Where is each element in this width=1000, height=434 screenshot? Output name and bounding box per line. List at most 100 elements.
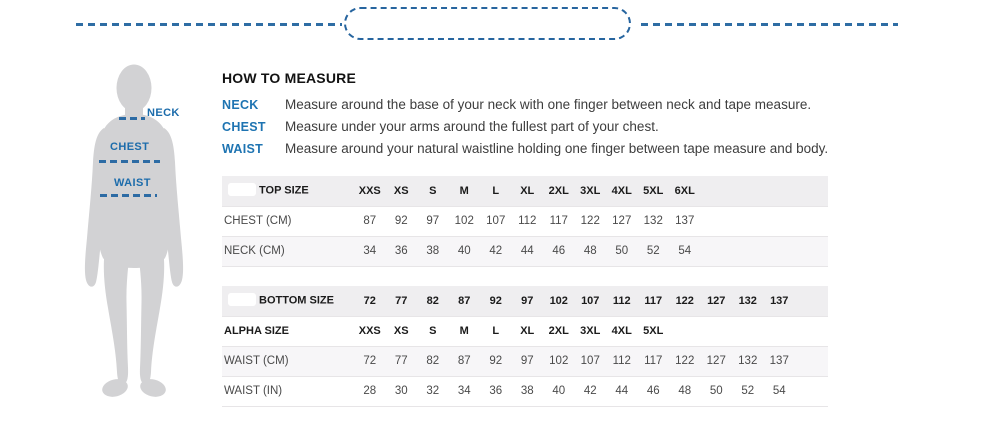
size-value: 117 xyxy=(637,346,669,377)
dashed-divider-left xyxy=(76,23,342,26)
size-value: 72 xyxy=(354,346,386,377)
column-header: 4XL xyxy=(606,176,638,207)
size-value: 46 xyxy=(543,236,575,267)
size-value: XL xyxy=(511,316,543,347)
size-value: 92 xyxy=(385,206,417,237)
bottom-size-table: BOTTOM SIZE 72 77 82 87 92 97 102 107 112 117 122 12… xyxy=(222,286,828,407)
neck-measure-line xyxy=(119,117,145,120)
size-value xyxy=(732,206,764,237)
column-header: 3XL xyxy=(574,176,606,207)
table-row: CHEST (CM) 87 92 97 102 107 112 117 122 127 132 137 xyxy=(222,206,828,237)
row-label: WAIST (IN) xyxy=(222,376,354,407)
column-header: 132 xyxy=(732,286,764,317)
size-value: 30 xyxy=(385,376,417,407)
size-value: 107 xyxy=(574,346,606,377)
spacer-cell xyxy=(795,286,828,317)
instruction-label: WAIST xyxy=(222,142,264,156)
size-value: 122 xyxy=(669,346,701,377)
instruction-waist: WAIST Measure around your natural waistl… xyxy=(222,138,922,160)
size-value: 137 xyxy=(669,206,701,237)
column-header: 117 xyxy=(637,286,669,317)
size-value: 3XL xyxy=(574,316,606,347)
table-row: WAIST (IN) 28 30 32 34 36 38 40 42 44 46 48 50 52 54 xyxy=(222,376,828,407)
table-row: ALPHA SIZE XXS XS S M L XL 2XL 3XL 4XL 5XL xyxy=(222,316,828,347)
table-row: NECK (CM) 34 36 38 40 42 44 46 48 50 52 54 xyxy=(222,236,828,267)
column-header: 72 xyxy=(354,286,386,317)
column-header: XXS xyxy=(354,176,386,207)
row-label: CHEST (CM) xyxy=(222,206,354,237)
column-header: 82 xyxy=(417,286,449,317)
instruction-neck: NECK Measure around the base of your nec… xyxy=(222,94,922,116)
size-value: 97 xyxy=(511,346,543,377)
size-value: 97 xyxy=(417,206,449,237)
body-silhouette xyxy=(66,62,202,402)
top-size-table: TOP SIZE XXS XS S M L XL 2XL 3XL 4XL 5XL 6XL CHEST (… xyxy=(222,176,828,267)
table-title-cell: TOP SIZE xyxy=(222,176,354,207)
table-row: WAIST (CM) 72 77 82 87 92 97 102 107 112 117 122 127… xyxy=(222,346,828,377)
size-value: XS xyxy=(385,316,417,347)
size-value: 127 xyxy=(606,206,638,237)
size-value: 34 xyxy=(354,236,386,267)
table-header-row: TOP SIZE XXS XS S M L XL 2XL 3XL 4XL 5XL 6XL xyxy=(222,176,828,207)
table-title: TOP SIZE xyxy=(259,184,309,197)
size-value: 107 xyxy=(480,206,512,237)
size-value: 38 xyxy=(511,376,543,407)
size-value: 48 xyxy=(669,376,701,407)
instruction-label: CHEST xyxy=(222,120,266,134)
size-value: 112 xyxy=(511,206,543,237)
logo-placeholder xyxy=(228,183,256,197)
body-silhouette-graphic xyxy=(84,64,184,397)
column-header: 107 xyxy=(574,286,606,317)
size-value: 46 xyxy=(637,376,669,407)
spacer-cell xyxy=(795,176,828,207)
size-value: 77 xyxy=(385,346,417,377)
size-value: 32 xyxy=(417,376,449,407)
section-title: HOW TO MEASURE xyxy=(222,70,356,86)
size-value: 36 xyxy=(385,236,417,267)
column-header: XS xyxy=(385,176,417,207)
table-title-cell: BOTTOM SIZE xyxy=(222,286,354,317)
size-value: 34 xyxy=(448,376,480,407)
size-value xyxy=(669,316,701,347)
column-header: 6XL xyxy=(669,176,701,207)
size-value: 87 xyxy=(354,206,386,237)
column-header: 112 xyxy=(606,286,638,317)
how-to-measure-section: HOW TO MEASURE NECK Measure around the b… xyxy=(222,70,922,160)
size-value: 127 xyxy=(700,346,732,377)
size-value: 54 xyxy=(763,376,795,407)
column-header: 127 xyxy=(700,286,732,317)
size-value: 122 xyxy=(574,206,606,237)
instruction-chest: CHEST Measure under your arms around the… xyxy=(222,116,922,138)
column-header: 5XL xyxy=(637,176,669,207)
column-header xyxy=(763,176,795,207)
column-header xyxy=(732,176,764,207)
column-header: 122 xyxy=(669,286,701,317)
column-header: 92 xyxy=(480,286,512,317)
size-value: 52 xyxy=(732,376,764,407)
size-value: 36 xyxy=(480,376,512,407)
size-value: 50 xyxy=(606,236,638,267)
size-value: 117 xyxy=(543,206,575,237)
size-value: 40 xyxy=(448,236,480,267)
size-value: XXS xyxy=(354,316,386,347)
size-value: 5XL xyxy=(637,316,669,347)
spacer-cell xyxy=(795,316,828,347)
size-value xyxy=(700,206,732,237)
size-value: 132 xyxy=(637,206,669,237)
size-value: 137 xyxy=(763,346,795,377)
instruction-label: NECK xyxy=(222,98,259,112)
column-header: 2XL xyxy=(543,176,575,207)
column-header: XL xyxy=(511,176,543,207)
dashed-pill-outline xyxy=(344,7,631,40)
figure-neck-label: NECK xyxy=(147,107,180,119)
size-value xyxy=(763,206,795,237)
spacer-cell xyxy=(795,206,828,237)
figure-waist-label: WAIST xyxy=(114,177,151,189)
column-header: S xyxy=(417,176,449,207)
column-header: 87 xyxy=(448,286,480,317)
waist-measure-line xyxy=(100,194,157,197)
row-label: WAIST (CM) xyxy=(222,346,354,377)
instruction-text: Measure around your natural waistline ho… xyxy=(285,141,829,156)
size-value: 42 xyxy=(480,236,512,267)
logo-placeholder xyxy=(228,293,256,307)
